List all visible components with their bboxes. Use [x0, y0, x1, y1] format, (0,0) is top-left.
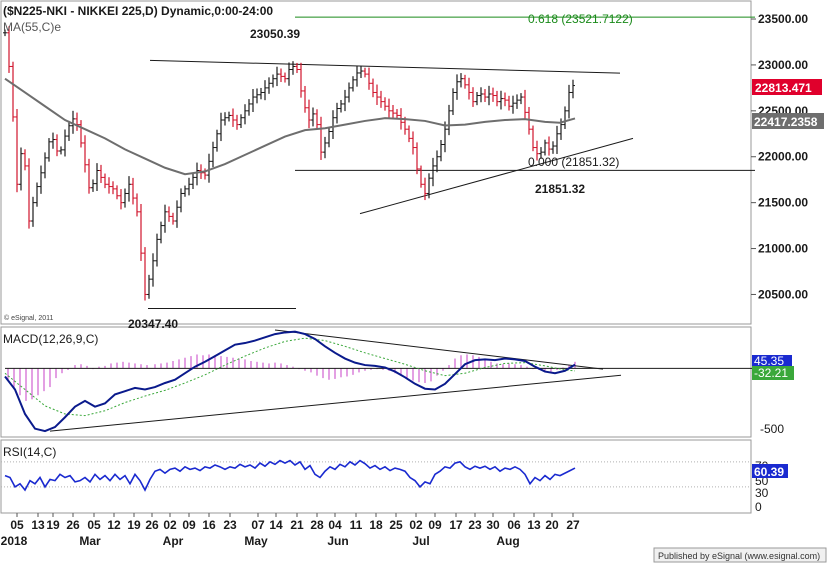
ma-line	[4, 77, 576, 176]
price-panel-frame	[0, 0, 752, 325]
x-day-label: 19	[127, 518, 141, 532]
x-day-label: 14	[269, 518, 283, 532]
footer-box	[653, 547, 827, 563]
price-tick-label: 20500.00	[758, 287, 808, 301]
x-day-label: 06	[507, 518, 521, 532]
x-day-label: 23	[468, 518, 482, 532]
x-day-label: 18	[369, 518, 383, 532]
price-bars	[3, 26, 575, 301]
rsi-tick-30: 30	[755, 486, 769, 500]
macd-signal-line	[4, 337, 576, 417]
x-day-label: 23	[223, 518, 237, 532]
rsi-title: RSI(14,C)	[3, 445, 56, 459]
x-month-label: 2018	[1, 534, 28, 548]
x-day-label: 04	[328, 518, 342, 532]
x-day-label: 28	[310, 518, 324, 532]
x-day-label: 16	[202, 518, 216, 532]
signal-value: -32.21	[754, 366, 788, 380]
x-month-label: Jun	[327, 534, 348, 548]
rsi-line	[4, 459, 576, 492]
x-day-label: 05	[10, 518, 24, 532]
x-day-label: 19	[46, 518, 60, 532]
ma-value-box	[752, 113, 824, 129]
x-day-label: 05	[87, 518, 101, 532]
x-day-label: 09	[182, 518, 196, 532]
price-trendline	[149, 59, 621, 74]
price-tick-label: 21500.00	[758, 196, 808, 210]
low-label-2: 20347.40	[128, 317, 178, 331]
x-day-label: 11	[350, 518, 363, 532]
low-label-1: 21851.32	[535, 182, 585, 196]
price-tick-label: 23500.00	[758, 12, 808, 26]
x-month-label: Jul	[412, 534, 429, 548]
macd-lines	[4, 329, 755, 433]
macd-panel-frame	[0, 326, 752, 438]
x-day-label: 17	[449, 518, 463, 532]
x-day-label: 07	[251, 518, 265, 532]
chart-title: ($N225-NKI - NIKKEI 225,D) Dynamic,0:00-…	[3, 4, 273, 18]
x-day-label: 02	[409, 518, 423, 532]
price-tick-label: 21000.00	[758, 242, 808, 256]
x-day-label: 20	[545, 518, 559, 532]
high-label: 23050.39	[250, 27, 300, 41]
macd-trendline	[49, 374, 622, 432]
fib-618-label: 0.618 (23521.7122)	[528, 12, 633, 26]
macd-value-box	[752, 355, 792, 366]
macd-value: 45.35	[754, 354, 784, 368]
x-day-label: 30	[486, 518, 500, 532]
macd-line	[4, 330, 576, 433]
x-day-label: 26	[66, 518, 80, 532]
x-axis: 05 13 19 26 05 12 19 26 02 09 16 23 07 14 21 28 04 11 18 25…	[1, 513, 580, 548]
price-tick-label: 22000.00	[758, 150, 808, 164]
rsi-tick-0: 0	[755, 500, 762, 514]
x-day-label: 02	[163, 518, 177, 532]
price-trendline	[359, 137, 634, 215]
price-trendlines	[148, 16, 755, 310]
ma-label: MA(55,C)e	[3, 20, 61, 34]
x-month-label: Aug	[496, 534, 519, 548]
signal-value-box	[752, 366, 794, 380]
price-axis: 20500.0021000.0021500.0022000.0022500.00…	[751, 12, 808, 301]
ma-value: 22417.2358	[754, 115, 818, 129]
x-month-label: May	[244, 534, 268, 548]
rsi-value-box	[752, 464, 788, 478]
x-day-label: 25	[389, 518, 403, 532]
macd-trendline	[274, 329, 604, 370]
macd-title: MACD(12,26,9,C)	[3, 332, 98, 346]
x-day-label: 27	[566, 518, 580, 532]
x-day-label: 13	[31, 518, 45, 532]
watermark: © eSignal, 2011	[4, 314, 54, 322]
rsi-value: 60.39	[754, 465, 784, 479]
last-price-box	[752, 79, 822, 95]
price-tick-label: 23000.00	[758, 58, 808, 72]
x-day-label: 13	[527, 518, 541, 532]
x-month-label: Mar	[79, 534, 101, 548]
x-day-label: 21	[290, 518, 304, 532]
x-day-label: 26	[145, 518, 159, 532]
moving-average	[4, 77, 576, 176]
x-day-label: 09	[428, 518, 442, 532]
x-month-label: Apr	[163, 534, 184, 548]
rsi-lines	[1, 459, 751, 492]
last-price-value: 22813.471	[755, 81, 812, 95]
x-day-label: 12	[107, 518, 121, 532]
fib-000-label: 0.000 (21851.32)	[528, 155, 619, 169]
macd-tick: -500	[760, 422, 784, 436]
footer-credit: Published by eSignal (www.esignal.com)	[658, 551, 820, 561]
